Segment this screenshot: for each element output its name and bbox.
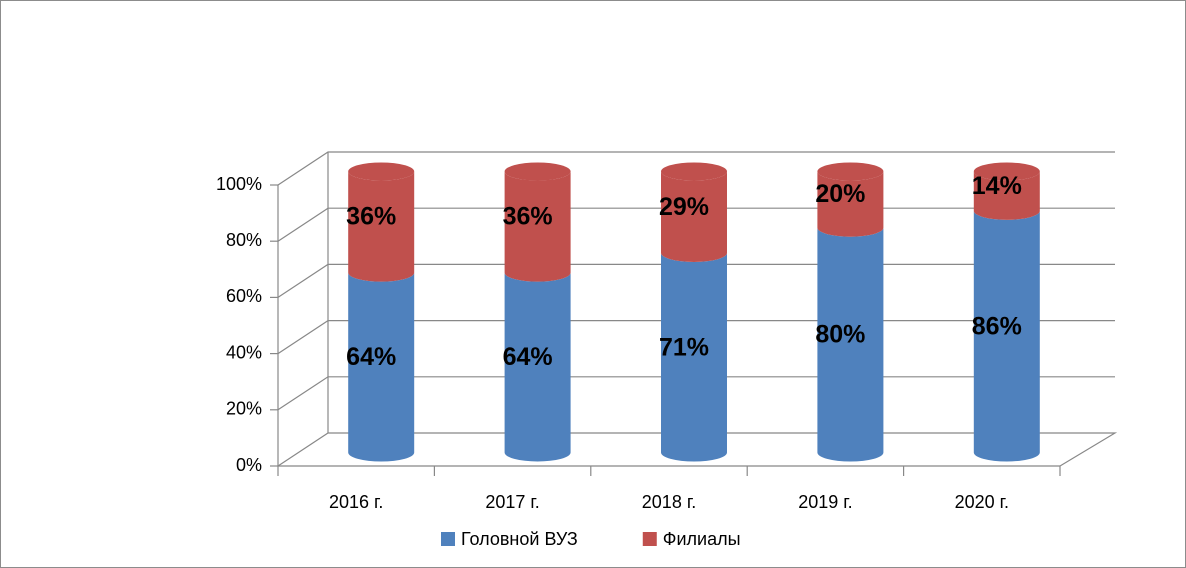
cylinder-top xyxy=(504,162,571,181)
x-tick-label: 2016 г. xyxy=(329,492,383,512)
cylinder-segment xyxy=(661,252,727,462)
x-tick-label: 2020 г. xyxy=(955,492,1009,512)
legend-swatch xyxy=(642,532,657,546)
cylinder-segment xyxy=(661,171,727,262)
legend-swatch xyxy=(441,532,455,546)
y-tick-label: 0% xyxy=(236,455,262,475)
cylinder-segment xyxy=(973,171,1040,220)
cylinder-top xyxy=(348,162,415,181)
x-tick-label: 2017 г. xyxy=(485,492,539,512)
value-label: 14% xyxy=(972,172,1022,200)
y-tick-label: 40% xyxy=(226,342,262,362)
y-tick-label: 80% xyxy=(226,230,262,250)
legend-label: Филиалы xyxy=(663,529,741,549)
value-label: 80% xyxy=(815,321,865,349)
value-label: 36% xyxy=(346,203,396,231)
cylinder-segment xyxy=(504,272,571,462)
value-label: 29% xyxy=(659,193,709,221)
cylinder-segment xyxy=(348,171,415,282)
value-label: 20% xyxy=(815,180,865,208)
cylinder-segment xyxy=(817,227,884,462)
cylinder-segment xyxy=(973,210,1040,462)
x-tick-label: 2018 г. xyxy=(642,492,696,512)
value-label: 64% xyxy=(346,343,396,371)
x-tick-label: 2019 г. xyxy=(798,492,852,512)
y-tick-label: 20% xyxy=(226,399,262,419)
y-tick-label: 60% xyxy=(226,286,262,306)
value-label: 64% xyxy=(503,343,553,371)
grid-line xyxy=(277,151,1115,186)
cylinder-segment xyxy=(348,272,415,462)
value-label: 86% xyxy=(972,312,1022,340)
cylinder-top xyxy=(973,162,1040,181)
y-tick-label: 100% xyxy=(216,174,262,194)
legend-label: Головной ВУЗ xyxy=(461,529,578,549)
cylinder-segment xyxy=(504,171,571,282)
value-label: 71% xyxy=(659,333,709,361)
cylinder-top xyxy=(661,162,727,181)
cylinder-segment xyxy=(817,171,884,237)
value-label: 36% xyxy=(503,203,553,231)
cylinder-top xyxy=(817,162,884,181)
